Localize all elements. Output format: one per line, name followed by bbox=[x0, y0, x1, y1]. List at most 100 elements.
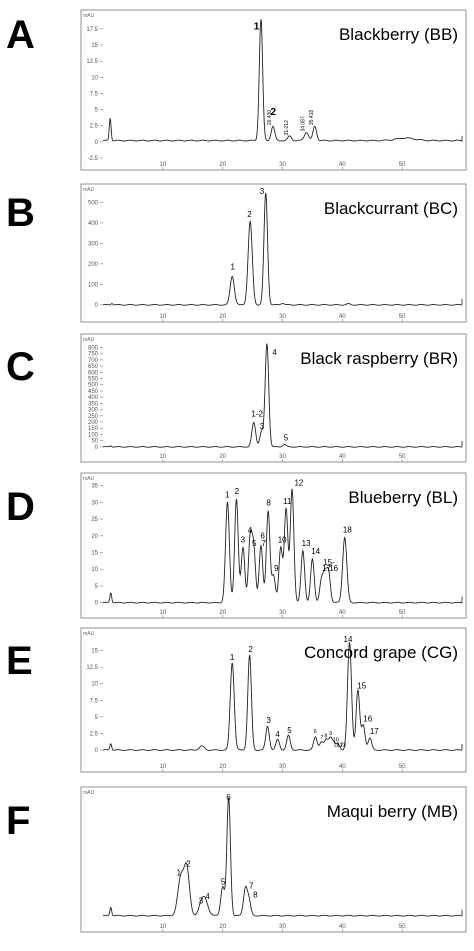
y-tick-label: 800 bbox=[88, 345, 99, 351]
x-tick-label: 10 bbox=[159, 314, 166, 320]
y-tick-label: 15 bbox=[91, 43, 98, 49]
y-tick-label: 12.5 bbox=[86, 59, 98, 65]
y-tick-label: 300 bbox=[88, 241, 99, 247]
peak-label: 3 bbox=[260, 187, 265, 196]
y-tick-label: 2.5 bbox=[90, 731, 99, 737]
peak-label: 16 bbox=[363, 715, 372, 724]
y-unit-label: mAU bbox=[83, 631, 95, 637]
x-tick-label: 10 bbox=[159, 610, 166, 616]
y-tick-label: 0 bbox=[95, 601, 99, 607]
x-tick-label: 20 bbox=[219, 454, 226, 460]
y-tick-label: 300 bbox=[88, 408, 99, 414]
peak-label: 6 bbox=[314, 729, 317, 735]
y-tick-label: 5 bbox=[95, 108, 99, 114]
chromatogram-trace bbox=[102, 642, 463, 751]
plot-frame bbox=[80, 472, 467, 619]
panel-letter: B bbox=[6, 191, 35, 235]
chromatogram-trace bbox=[102, 192, 463, 306]
y-tick-label: 600 bbox=[88, 370, 99, 376]
panel-title: Blackcurrant (BC) bbox=[324, 199, 458, 218]
peak-label: 31.012 bbox=[284, 120, 290, 136]
y-tick-label: 250 bbox=[88, 414, 99, 420]
y-tick-label: 5 bbox=[95, 715, 99, 721]
x-tick-label: 50 bbox=[399, 314, 406, 320]
peak-label: 4 bbox=[248, 526, 253, 535]
panel-title: Blueberry (BL) bbox=[348, 488, 458, 507]
x-tick-label: 50 bbox=[399, 162, 406, 168]
x-tick-label: 10 bbox=[159, 162, 166, 168]
y-tick-label: 650 bbox=[88, 364, 99, 370]
x-tick-label: 40 bbox=[339, 924, 346, 930]
y-tick-label: -2.5 bbox=[88, 156, 99, 162]
x-tick-label: 20 bbox=[219, 314, 226, 320]
x-tick-label: 20 bbox=[219, 924, 226, 930]
peak-label: 2 bbox=[248, 645, 253, 654]
x-tick-label: 30 bbox=[279, 764, 286, 770]
x-tick-label: 30 bbox=[279, 162, 286, 168]
peak-label: 14 bbox=[311, 547, 320, 556]
x-tick-label: 50 bbox=[399, 924, 406, 930]
chromatogram-trace bbox=[102, 19, 463, 142]
peak-label: 26.430 bbox=[267, 110, 273, 126]
peak-label: 34.087 bbox=[301, 116, 307, 132]
x-tick-label: 30 bbox=[279, 924, 286, 930]
peak-label: 8 bbox=[324, 733, 327, 739]
y-tick-label: 400 bbox=[88, 395, 99, 401]
peak-label: 11 bbox=[333, 743, 339, 749]
panel-title: Concord grape (CG) bbox=[304, 643, 458, 662]
peak-label: 14 bbox=[344, 635, 353, 644]
y-tick-label: 100 bbox=[88, 432, 99, 438]
peak-label: 13 bbox=[302, 539, 311, 548]
y-tick-label: 10 bbox=[91, 567, 98, 573]
peak-label: 8 bbox=[266, 499, 271, 508]
y-tick-label: 100 bbox=[88, 282, 99, 288]
peak-label: 17 bbox=[322, 564, 331, 573]
panel-title: Maqui berry (MB) bbox=[327, 802, 458, 821]
peak-label: 15- bbox=[323, 558, 335, 567]
peak-label: 6 bbox=[260, 531, 265, 540]
y-tick-label: 15 bbox=[91, 649, 98, 655]
peak-label: 11 bbox=[283, 497, 292, 506]
x-tick-label: 50 bbox=[399, 454, 406, 460]
peak-label: 2 bbox=[186, 860, 191, 869]
peak-label: 13 bbox=[340, 743, 346, 749]
y-tick-label: 30 bbox=[91, 500, 98, 506]
y-tick-label: 35 bbox=[91, 484, 98, 490]
peak-label: 8 bbox=[253, 891, 258, 900]
y-tick-label: 0 bbox=[95, 303, 99, 309]
panel-title: Blackberry (BB) bbox=[339, 25, 458, 44]
y-tick-label: 7.5 bbox=[90, 91, 99, 97]
panel-title: Black raspberry (BR) bbox=[300, 349, 458, 368]
x-tick-label: 10 bbox=[159, 454, 166, 460]
peak-label: 3 bbox=[241, 536, 246, 545]
x-tick-label: 30 bbox=[279, 610, 286, 616]
x-tick-label: 40 bbox=[339, 764, 346, 770]
y-tick-label: 5 bbox=[95, 584, 99, 590]
x-tick-label: 40 bbox=[339, 314, 346, 320]
plot-frame bbox=[80, 786, 467, 933]
x-tick-label: 30 bbox=[279, 454, 286, 460]
peak-label: 4 bbox=[205, 892, 210, 901]
y-tick-label: 550 bbox=[88, 377, 99, 383]
y-tick-label: 20 bbox=[91, 534, 98, 540]
y-unit-label: mAU bbox=[83, 13, 95, 19]
chromatogram-trace bbox=[102, 488, 463, 604]
y-tick-label: 500 bbox=[88, 383, 99, 389]
peak-label: 3 bbox=[260, 422, 265, 431]
y-tick-label: 450 bbox=[88, 389, 99, 395]
y-unit-label: mAU bbox=[83, 337, 95, 343]
peak-label: 7 bbox=[249, 881, 254, 890]
y-tick-label: 700 bbox=[88, 358, 99, 364]
y-unit-label: mAU bbox=[83, 476, 95, 482]
plot-frame bbox=[80, 627, 467, 773]
panel-letter: A bbox=[6, 13, 35, 57]
x-tick-label: 20 bbox=[219, 610, 226, 616]
peak-label: 2 bbox=[235, 487, 240, 496]
y-tick-label: 7.5 bbox=[90, 698, 99, 704]
peak-label: 1 bbox=[230, 263, 235, 272]
panel-letter: E bbox=[6, 639, 33, 683]
y-tick-label: 0 bbox=[95, 140, 99, 146]
x-tick-label: 40 bbox=[339, 162, 346, 168]
